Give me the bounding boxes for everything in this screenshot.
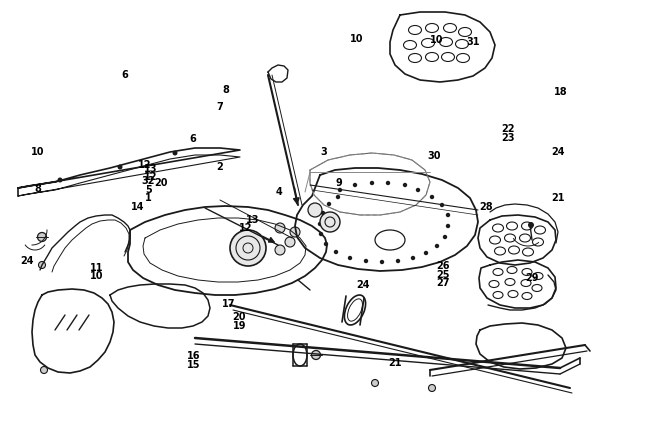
Circle shape	[380, 260, 384, 264]
Text: 8: 8	[223, 85, 229, 95]
Circle shape	[324, 242, 328, 246]
Circle shape	[318, 232, 323, 236]
Circle shape	[172, 151, 177, 156]
Text: 24: 24	[551, 147, 564, 157]
Text: 13: 13	[246, 215, 259, 225]
Circle shape	[318, 222, 322, 226]
Text: 29: 29	[525, 273, 538, 283]
Text: 28: 28	[480, 202, 493, 212]
Text: 19: 19	[233, 321, 246, 331]
Text: 31: 31	[467, 36, 480, 47]
Text: 11: 11	[90, 263, 103, 273]
Text: 2: 2	[216, 162, 223, 172]
Circle shape	[118, 165, 122, 170]
Circle shape	[386, 181, 390, 185]
Circle shape	[403, 183, 407, 187]
Circle shape	[424, 251, 428, 255]
Circle shape	[428, 385, 436, 391]
Text: 6: 6	[189, 134, 196, 144]
Circle shape	[528, 222, 534, 228]
Circle shape	[308, 203, 322, 217]
Text: 30: 30	[428, 151, 441, 161]
Circle shape	[275, 245, 285, 255]
Circle shape	[370, 181, 374, 185]
Text: 24: 24	[21, 256, 34, 266]
Text: 15: 15	[187, 360, 200, 371]
Circle shape	[275, 223, 285, 233]
Circle shape	[290, 227, 300, 237]
Text: 4: 4	[276, 187, 283, 197]
Circle shape	[321, 211, 325, 215]
Circle shape	[443, 235, 447, 239]
Text: 10: 10	[430, 35, 443, 45]
Text: 8: 8	[34, 184, 41, 194]
Text: 5: 5	[145, 185, 151, 195]
Circle shape	[435, 244, 439, 248]
Text: 17: 17	[222, 299, 235, 310]
Circle shape	[38, 232, 47, 242]
Text: 23: 23	[502, 133, 515, 143]
Circle shape	[230, 230, 266, 266]
Text: 10: 10	[90, 271, 103, 282]
Circle shape	[416, 188, 420, 192]
Text: 27: 27	[437, 278, 450, 288]
Circle shape	[336, 195, 340, 199]
Text: 7: 7	[216, 102, 223, 112]
Circle shape	[38, 262, 46, 268]
Circle shape	[320, 212, 340, 232]
Text: 14: 14	[131, 202, 144, 212]
Text: 20: 20	[155, 178, 168, 188]
Text: 10: 10	[31, 147, 44, 157]
Text: 26: 26	[437, 261, 450, 271]
Circle shape	[372, 379, 378, 387]
Text: 1: 1	[145, 193, 151, 204]
Text: 21: 21	[389, 357, 402, 368]
Circle shape	[446, 213, 450, 217]
Text: 12: 12	[138, 159, 151, 170]
Circle shape	[353, 183, 358, 187]
Text: 18: 18	[554, 87, 567, 98]
Circle shape	[396, 259, 400, 263]
Circle shape	[311, 351, 320, 360]
Text: 22: 22	[502, 124, 515, 134]
Circle shape	[57, 178, 62, 182]
Text: 9: 9	[336, 178, 343, 188]
Circle shape	[334, 250, 338, 254]
Text: 24: 24	[356, 280, 369, 290]
Text: 6: 6	[122, 70, 128, 81]
Text: 10: 10	[350, 34, 363, 44]
Circle shape	[364, 259, 368, 263]
Circle shape	[446, 224, 450, 228]
Circle shape	[285, 237, 295, 247]
Text: 13: 13	[144, 164, 157, 174]
Circle shape	[40, 366, 47, 374]
Circle shape	[348, 256, 352, 260]
Circle shape	[411, 256, 415, 260]
Text: 16: 16	[187, 351, 200, 361]
Text: 32: 32	[142, 176, 155, 187]
Circle shape	[327, 202, 332, 206]
Text: 21: 21	[551, 193, 564, 204]
Text: 12: 12	[144, 172, 157, 182]
Text: 20: 20	[233, 312, 246, 322]
Text: 12: 12	[239, 223, 252, 233]
Text: 25: 25	[437, 270, 450, 280]
Circle shape	[430, 195, 434, 199]
Text: 3: 3	[320, 147, 327, 157]
Circle shape	[338, 188, 342, 192]
Circle shape	[440, 203, 444, 207]
